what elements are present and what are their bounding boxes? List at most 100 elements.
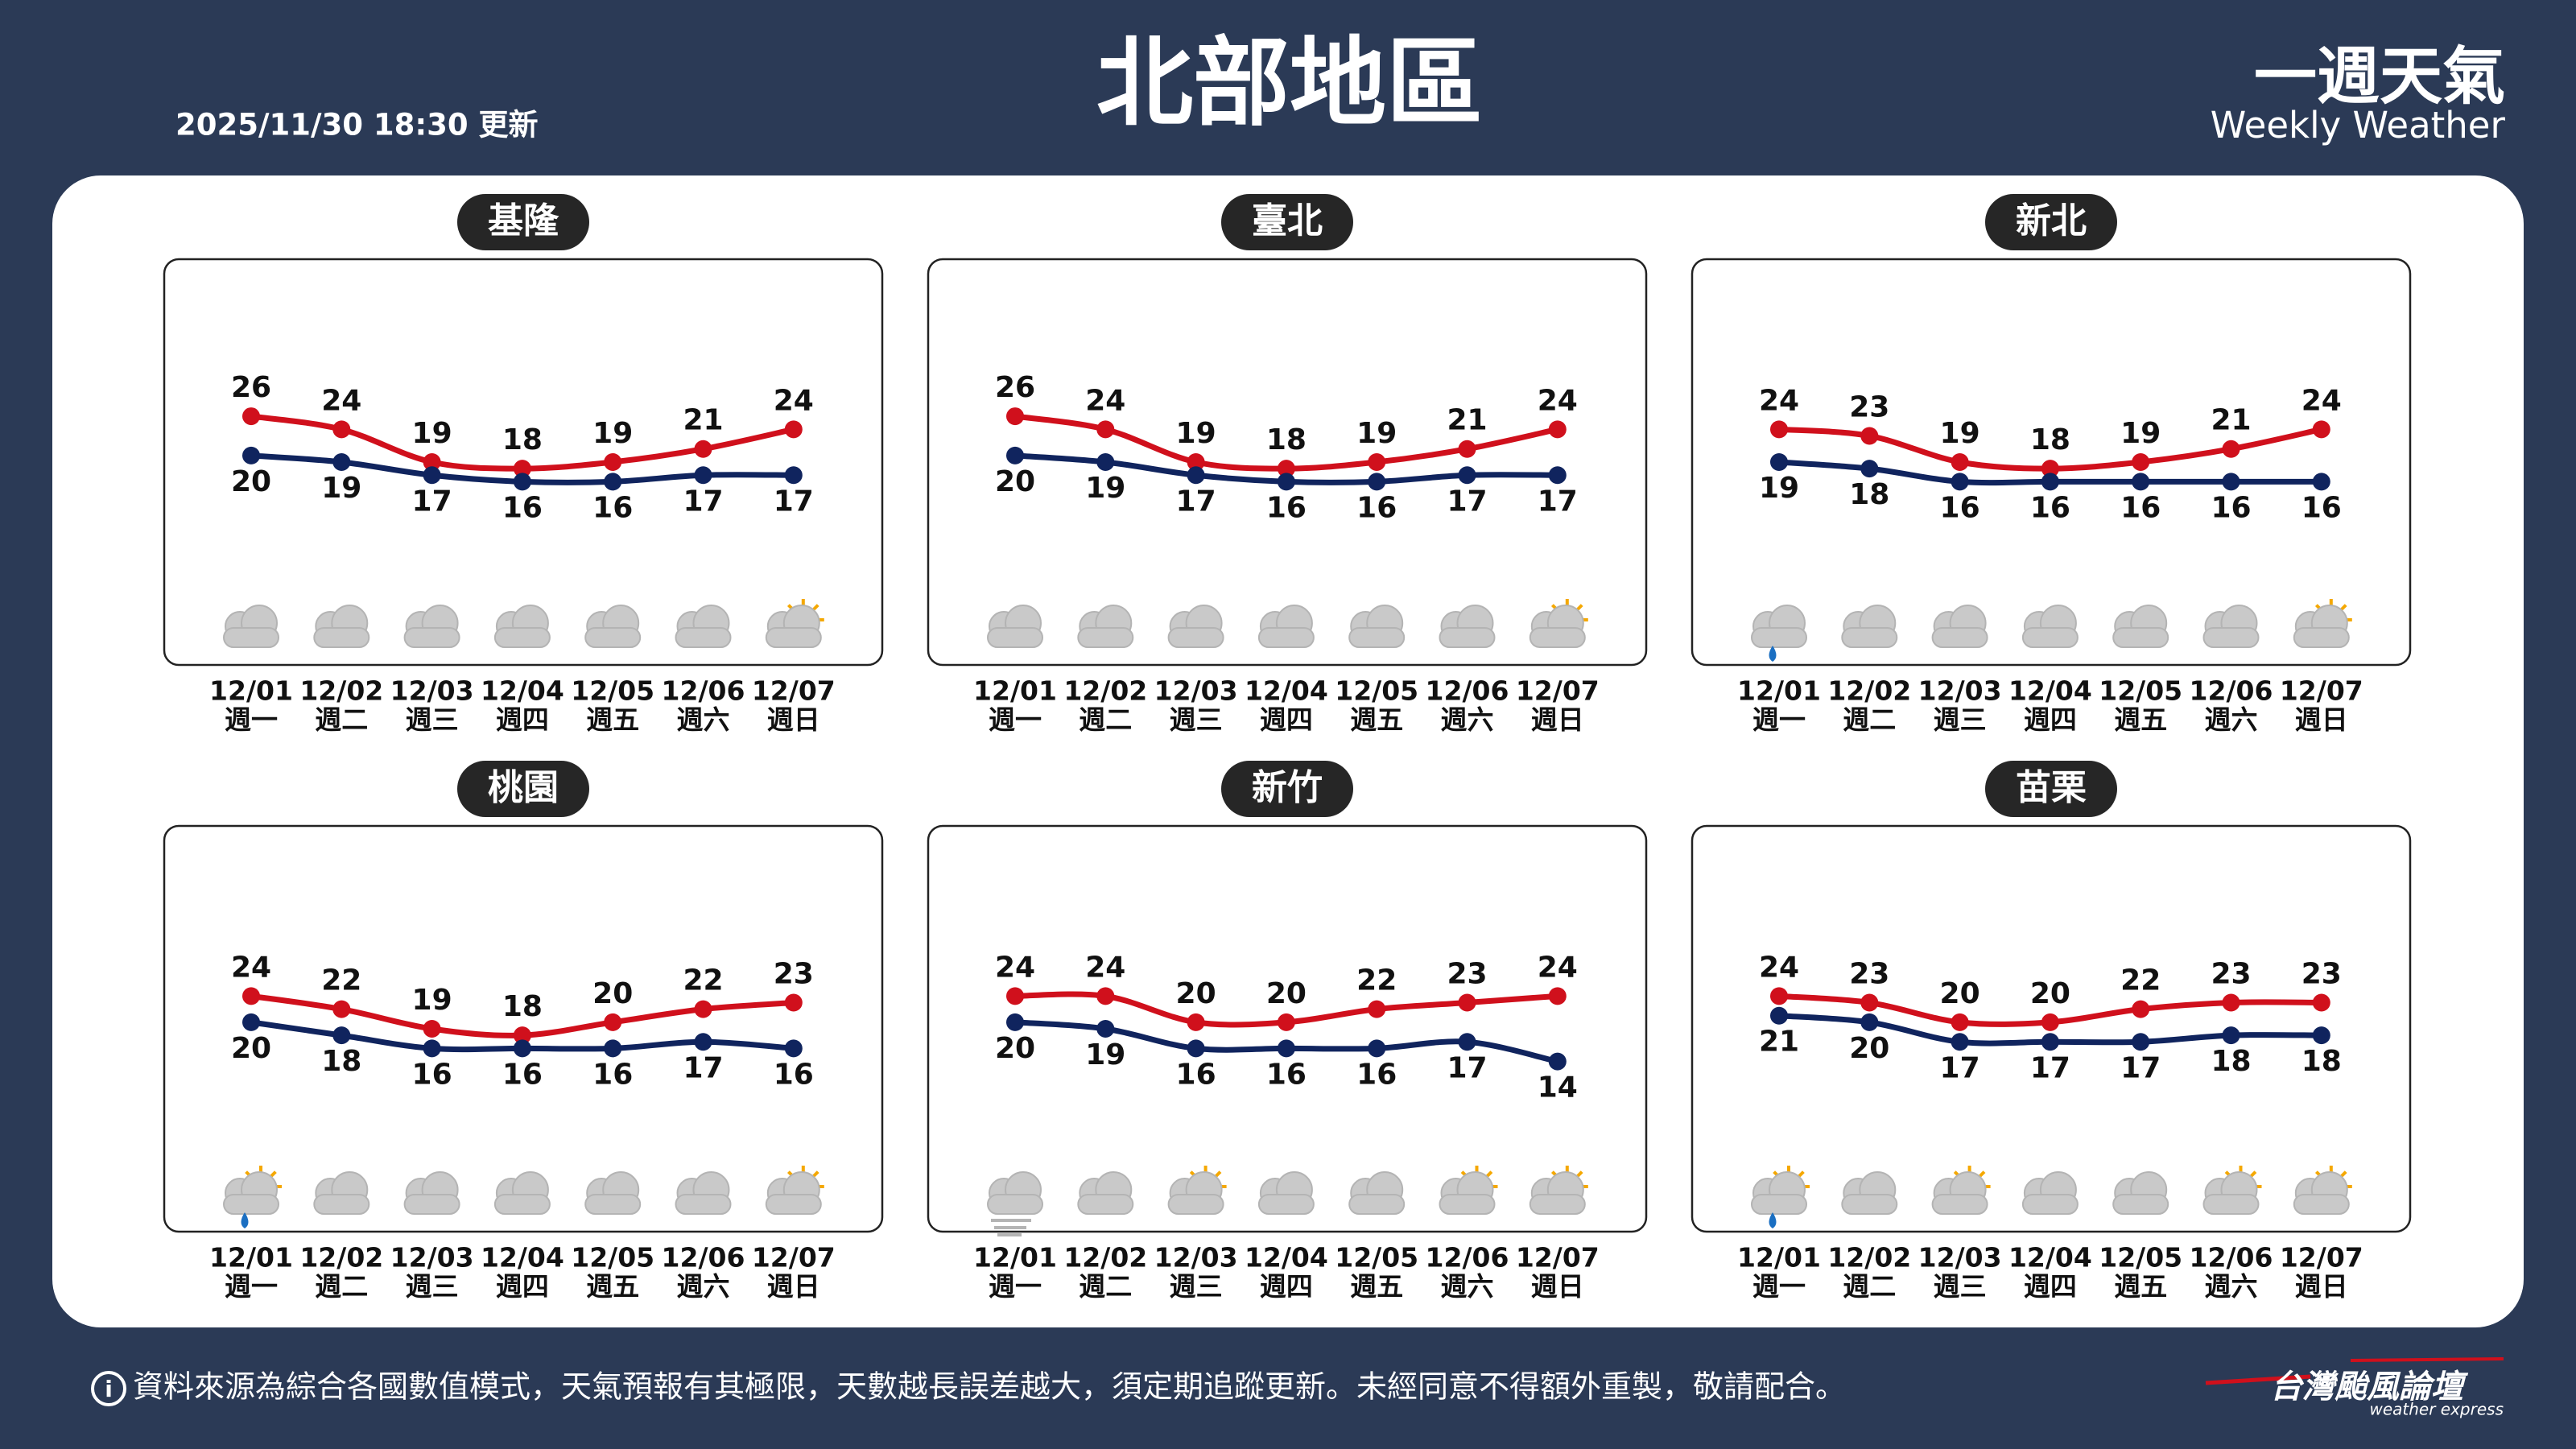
temp-label: 18	[1849, 478, 1889, 511]
temp-point	[1006, 407, 1024, 426]
x-weekday-label: 週四	[1260, 1271, 1313, 1302]
info-icon-glyph: i	[105, 1376, 113, 1402]
temp-label: 24	[995, 951, 1035, 984]
cloud-base	[1439, 627, 1496, 648]
cloud	[1529, 605, 1586, 648]
cloud	[493, 605, 551, 648]
rain-drop	[241, 1212, 249, 1228]
temp-point	[1548, 1052, 1567, 1071]
temp-point	[1277, 473, 1295, 491]
x-weekday-label: 週三	[406, 1271, 459, 1302]
cloud	[1077, 1171, 1134, 1215]
cloud-base	[1931, 1194, 1988, 1215]
cloud	[675, 1171, 732, 1215]
cloud-base	[2021, 627, 2079, 648]
cloud-base	[765, 1194, 822, 1215]
cloud	[1841, 1171, 1898, 1215]
cloud	[2293, 1171, 2350, 1215]
x-weekday-label: 週三	[1934, 1271, 1987, 1302]
x-date-label: 12/06	[2190, 675, 2273, 707]
temp-point	[1096, 987, 1115, 1005]
x-weekday-label: 週日	[767, 1271, 820, 1302]
city-name: 新竹	[1252, 767, 1323, 808]
sun-ray	[1576, 1170, 1583, 1178]
sun-ray	[1978, 1170, 1986, 1178]
temp-point	[423, 1020, 441, 1038]
temp-point	[2222, 473, 2240, 491]
temp-label: 16	[1266, 491, 1307, 524]
cloud-base	[2293, 1194, 2350, 1215]
temp-label: 17	[683, 485, 723, 518]
temp-point	[1277, 460, 1295, 478]
temp-label: 16	[1176, 1058, 1216, 1091]
temp-point	[604, 1039, 622, 1058]
cloud-base	[765, 627, 822, 648]
temp-label: 16	[1940, 491, 1980, 524]
cloud-base	[1931, 627, 1988, 648]
temp-label: 21	[683, 404, 723, 437]
x-date-label: 12/04	[1245, 1242, 1328, 1274]
x-date-label: 12/05	[1335, 675, 1418, 707]
temp-point	[1277, 1039, 1295, 1058]
temp-label: 16	[2301, 491, 2342, 524]
temp-point	[1096, 420, 1115, 439]
cloud	[987, 1171, 1043, 1215]
cloud-base	[223, 627, 279, 648]
temp-label: 26	[231, 371, 271, 404]
cloud-base	[1257, 627, 1315, 648]
temp-label: 18	[1266, 423, 1307, 456]
x-weekday-label: 週五	[1350, 704, 1403, 736]
x-weekday-label: 週三	[1934, 704, 1987, 736]
temp-label: 21	[1447, 404, 1487, 437]
x-weekday-label: 週四	[1260, 704, 1313, 736]
logo-swoosh	[2350, 1357, 2504, 1362]
temp-label: 19	[412, 984, 452, 1017]
cloud	[1439, 605, 1496, 648]
temp-label: 18	[502, 990, 543, 1023]
temp-point	[784, 420, 803, 439]
x-date-label: 12/02	[299, 675, 383, 707]
cloud	[2202, 1171, 2260, 1215]
temp-point	[242, 987, 260, 1005]
cloud-base	[1841, 1194, 1898, 1215]
temp-label: 20	[1940, 977, 1980, 1010]
cloud	[2021, 1171, 2079, 1215]
temp-point	[1368, 453, 1386, 471]
sun-ray	[1214, 1170, 1222, 1178]
city-pill	[1985, 761, 2117, 817]
temp-label: 16	[2211, 491, 2251, 524]
logo: 台灣颱風論壇	[2270, 1368, 2469, 1406]
cloud-base	[403, 1194, 460, 1215]
cloud	[1439, 1171, 1496, 1215]
cloud-base	[1439, 1194, 1496, 1215]
temp-label: 18	[2030, 423, 2070, 456]
temp-label: 17	[1538, 485, 1578, 518]
temp-label: 17	[2120, 1051, 2161, 1084]
x-date-label: 12/03	[1918, 675, 2002, 707]
x-weekday-label: 週一	[989, 704, 1042, 736]
temp-label: 24	[321, 384, 361, 417]
temp-point	[1458, 440, 1476, 458]
temp-point	[1860, 427, 1879, 445]
x-date-label: 12/06	[2190, 1242, 2273, 1274]
temp-point	[2312, 420, 2330, 439]
x-date-label: 12/04	[1245, 675, 1328, 707]
temp-label: 18	[2301, 1045, 2342, 1078]
temp-label: 16	[1356, 1058, 1397, 1091]
info-icon	[91, 1371, 126, 1406]
cloud	[987, 605, 1043, 648]
cloud	[765, 605, 822, 648]
temp-point	[604, 473, 622, 491]
cloud-base	[584, 627, 642, 648]
x-date-label: 12/05	[2099, 675, 2182, 707]
cloud-base	[2021, 1194, 2079, 1215]
temp-point	[423, 1039, 441, 1058]
temp-label: 17	[1940, 1051, 1980, 1084]
temp-label: 23	[2301, 957, 2342, 990]
cloud-base	[675, 1194, 732, 1215]
temp-label: 20	[1266, 977, 1307, 1010]
cloud	[2293, 605, 2350, 648]
x-date-label: 12/07	[2280, 675, 2363, 707]
cloud	[675, 605, 732, 648]
temp-point	[513, 473, 531, 491]
